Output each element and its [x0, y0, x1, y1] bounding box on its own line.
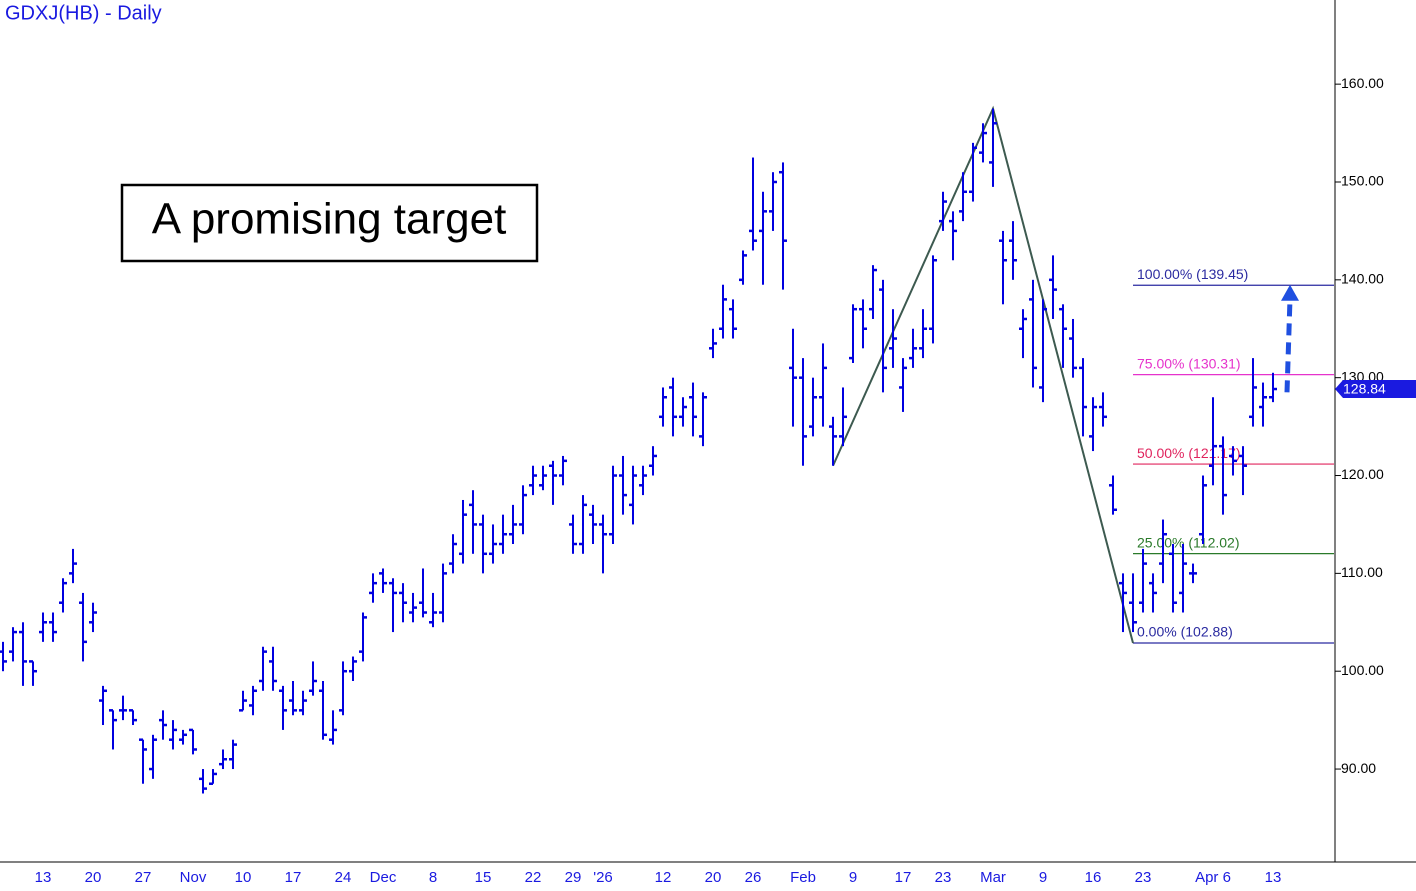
x-tick-label: Mar — [980, 869, 1006, 886]
y-tick-label: 140.00 — [1341, 271, 1384, 287]
y-tick-label: 150.00 — [1341, 173, 1384, 189]
fib-label: 100.00% (139.45) — [1137, 266, 1248, 282]
x-tick-label: 13 — [35, 869, 52, 886]
annotation-box — [120, 183, 539, 263]
arrow-head — [1281, 284, 1299, 301]
x-tick-label: 15 — [475, 869, 492, 886]
x-tick-label: 24 — [335, 869, 352, 886]
y-tick-label: 110.00 — [1341, 564, 1383, 580]
x-tick-label: Feb — [790, 869, 816, 886]
x-tick-label: 27 — [135, 869, 152, 886]
x-tick-label: 13 — [1265, 869, 1282, 886]
x-tick-label: 9 — [849, 869, 857, 886]
y-tick-label: 160.00 — [1341, 75, 1384, 91]
price-tag — [1335, 380, 1416, 399]
chart-title: GDXJ(HB) - Daily — [5, 2, 162, 24]
fib-label: 75.00% (130.31) — [1137, 355, 1241, 371]
x-tick-label: 23 — [1135, 869, 1152, 886]
x-tick-label: 17 — [285, 869, 302, 886]
x-tick-label: 20 — [705, 869, 722, 886]
x-tick-label: 22 — [525, 869, 542, 886]
x-tick-label: Dec — [370, 869, 397, 886]
x-tick-label: '26 — [593, 869, 613, 886]
x-tick-label: 23 — [935, 869, 952, 886]
x-tick-label: Nov — [180, 869, 207, 886]
x-tick-label: 26 — [745, 869, 762, 886]
x-tick-label: 8 — [429, 869, 437, 886]
x-tick-label: 29 — [565, 869, 582, 886]
y-tick-label: 100.00 — [1341, 662, 1384, 678]
x-tick-label: 20 — [85, 869, 102, 886]
x-tick-label: Apr 6 — [1195, 869, 1231, 886]
y-tick-label: 90.00 — [1341, 760, 1376, 776]
x-tick-label: 10 — [235, 869, 252, 886]
fib-label: 25.00% (112.02) — [1137, 534, 1239, 550]
projection-arrow — [1284, 298, 1293, 393]
annotation: A promising target — [152, 195, 507, 244]
price-tag-label: 128.84 — [1343, 381, 1386, 397]
y-tick-label: 120.00 — [1341, 466, 1384, 482]
x-tick-label: 12 — [655, 869, 672, 886]
x-tick-label: 16 — [1085, 869, 1102, 886]
fib-label: 50.00% (121.17) — [1137, 445, 1241, 461]
x-tick-label: 17 — [895, 869, 912, 886]
x-tick-label: 9 — [1039, 869, 1047, 886]
fib-label: 0.00% (102.88) — [1137, 624, 1233, 640]
swing-line — [832, 105, 1134, 644]
